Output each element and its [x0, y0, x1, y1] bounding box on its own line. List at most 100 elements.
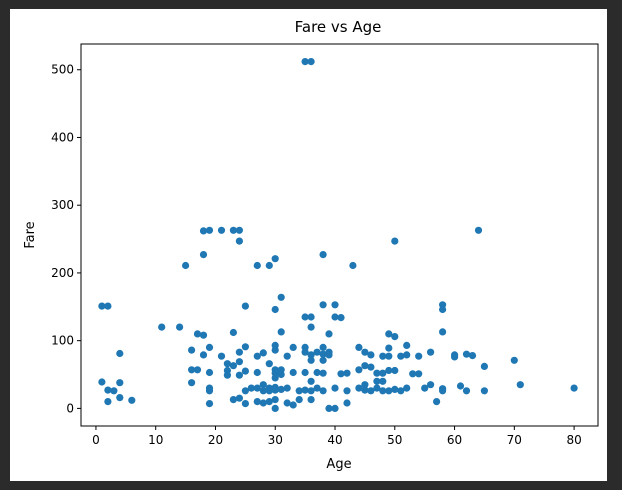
data-point	[229, 396, 237, 404]
data-point	[235, 394, 243, 402]
data-point	[331, 301, 339, 309]
data-point	[199, 331, 208, 339]
data-point	[235, 358, 243, 366]
data-point	[480, 362, 488, 370]
y-tick-label: 100	[51, 334, 74, 348]
data-point	[367, 351, 375, 359]
data-point	[241, 387, 249, 395]
data-point	[271, 305, 279, 314]
data-point	[385, 344, 393, 352]
data-point	[307, 356, 315, 364]
data-point	[241, 343, 249, 351]
data-point	[193, 366, 202, 374]
data-point	[229, 328, 237, 337]
data-point	[480, 387, 488, 395]
data-point	[295, 396, 303, 404]
x-tick-label: 30	[268, 433, 283, 447]
data-point	[319, 301, 327, 309]
data-point	[415, 352, 423, 360]
data-point	[289, 401, 297, 409]
x-tick-label: 70	[507, 433, 522, 447]
y-tick-label: 200	[51, 266, 74, 280]
data-point	[319, 251, 327, 259]
data-point	[391, 333, 399, 341]
data-point	[271, 255, 279, 263]
data-point	[343, 399, 351, 407]
data-point	[516, 381, 524, 389]
data-point	[427, 348, 435, 356]
data-point	[319, 350, 327, 358]
data-point	[415, 370, 423, 378]
data-point	[104, 386, 112, 394]
data-point	[277, 385, 285, 393]
data-point	[182, 261, 190, 270]
data-point	[253, 261, 261, 270]
data-point	[373, 384, 381, 392]
data-point	[128, 396, 136, 404]
y-axis-label: Fare	[23, 221, 38, 248]
data-point	[253, 368, 261, 377]
data-point	[468, 352, 477, 360]
data-point	[331, 313, 339, 321]
data-point	[205, 368, 214, 377]
data-point	[188, 346, 196, 354]
data-point	[253, 352, 261, 360]
data-point	[361, 348, 369, 356]
data-point	[295, 387, 303, 395]
data-point	[259, 399, 267, 407]
data-point	[235, 371, 243, 379]
data-point	[367, 387, 375, 395]
data-point	[367, 363, 375, 371]
data-point	[343, 387, 351, 395]
figure: Fare vs Age 0 10 20 30 40 50 60 70 80 0 100 200 300 4…	[10, 9, 607, 481]
data-point	[188, 366, 196, 374]
data-point	[409, 370, 417, 378]
data-point	[391, 237, 399, 245]
data-point	[116, 379, 124, 387]
data-point	[301, 386, 309, 394]
data-point	[283, 352, 291, 360]
data-point	[110, 387, 118, 395]
data-point	[205, 343, 214, 351]
data-point	[271, 404, 279, 412]
data-point	[325, 351, 333, 359]
data-point	[385, 352, 393, 360]
data-point	[391, 385, 399, 393]
x-tick-label: 60	[447, 433, 462, 447]
data-point	[277, 328, 285, 336]
data-point	[397, 352, 405, 360]
x-tick-label: 0	[92, 433, 100, 447]
x-axis-label: Age	[326, 457, 351, 472]
data-point	[355, 343, 363, 351]
data-point	[301, 348, 309, 356]
data-point	[319, 343, 327, 351]
y-tick-label: 300	[51, 198, 74, 212]
data-point	[229, 362, 237, 370]
data-point	[289, 368, 297, 377]
data-point	[265, 398, 273, 406]
data-point	[253, 398, 261, 406]
data-point	[319, 369, 327, 377]
data-point	[199, 351, 208, 359]
chart-title: Fare vs Age	[295, 18, 382, 36]
data-point	[361, 386, 369, 394]
data-point	[456, 382, 465, 390]
data-point	[325, 404, 333, 412]
data-point	[241, 367, 249, 375]
data-point	[355, 366, 363, 374]
data-point	[271, 346, 279, 354]
data-point	[271, 386, 279, 394]
data-point	[462, 350, 471, 358]
data-point	[307, 387, 315, 395]
data-point	[427, 381, 435, 389]
data-point	[439, 387, 447, 395]
data-point	[176, 323, 184, 331]
data-point	[301, 313, 309, 321]
data-point	[385, 330, 393, 338]
data-point	[319, 356, 327, 364]
data-point	[313, 348, 321, 356]
data-point	[379, 352, 387, 360]
data-point	[235, 237, 243, 245]
x-tick-label: 80	[566, 433, 581, 447]
data-point	[235, 226, 243, 234]
